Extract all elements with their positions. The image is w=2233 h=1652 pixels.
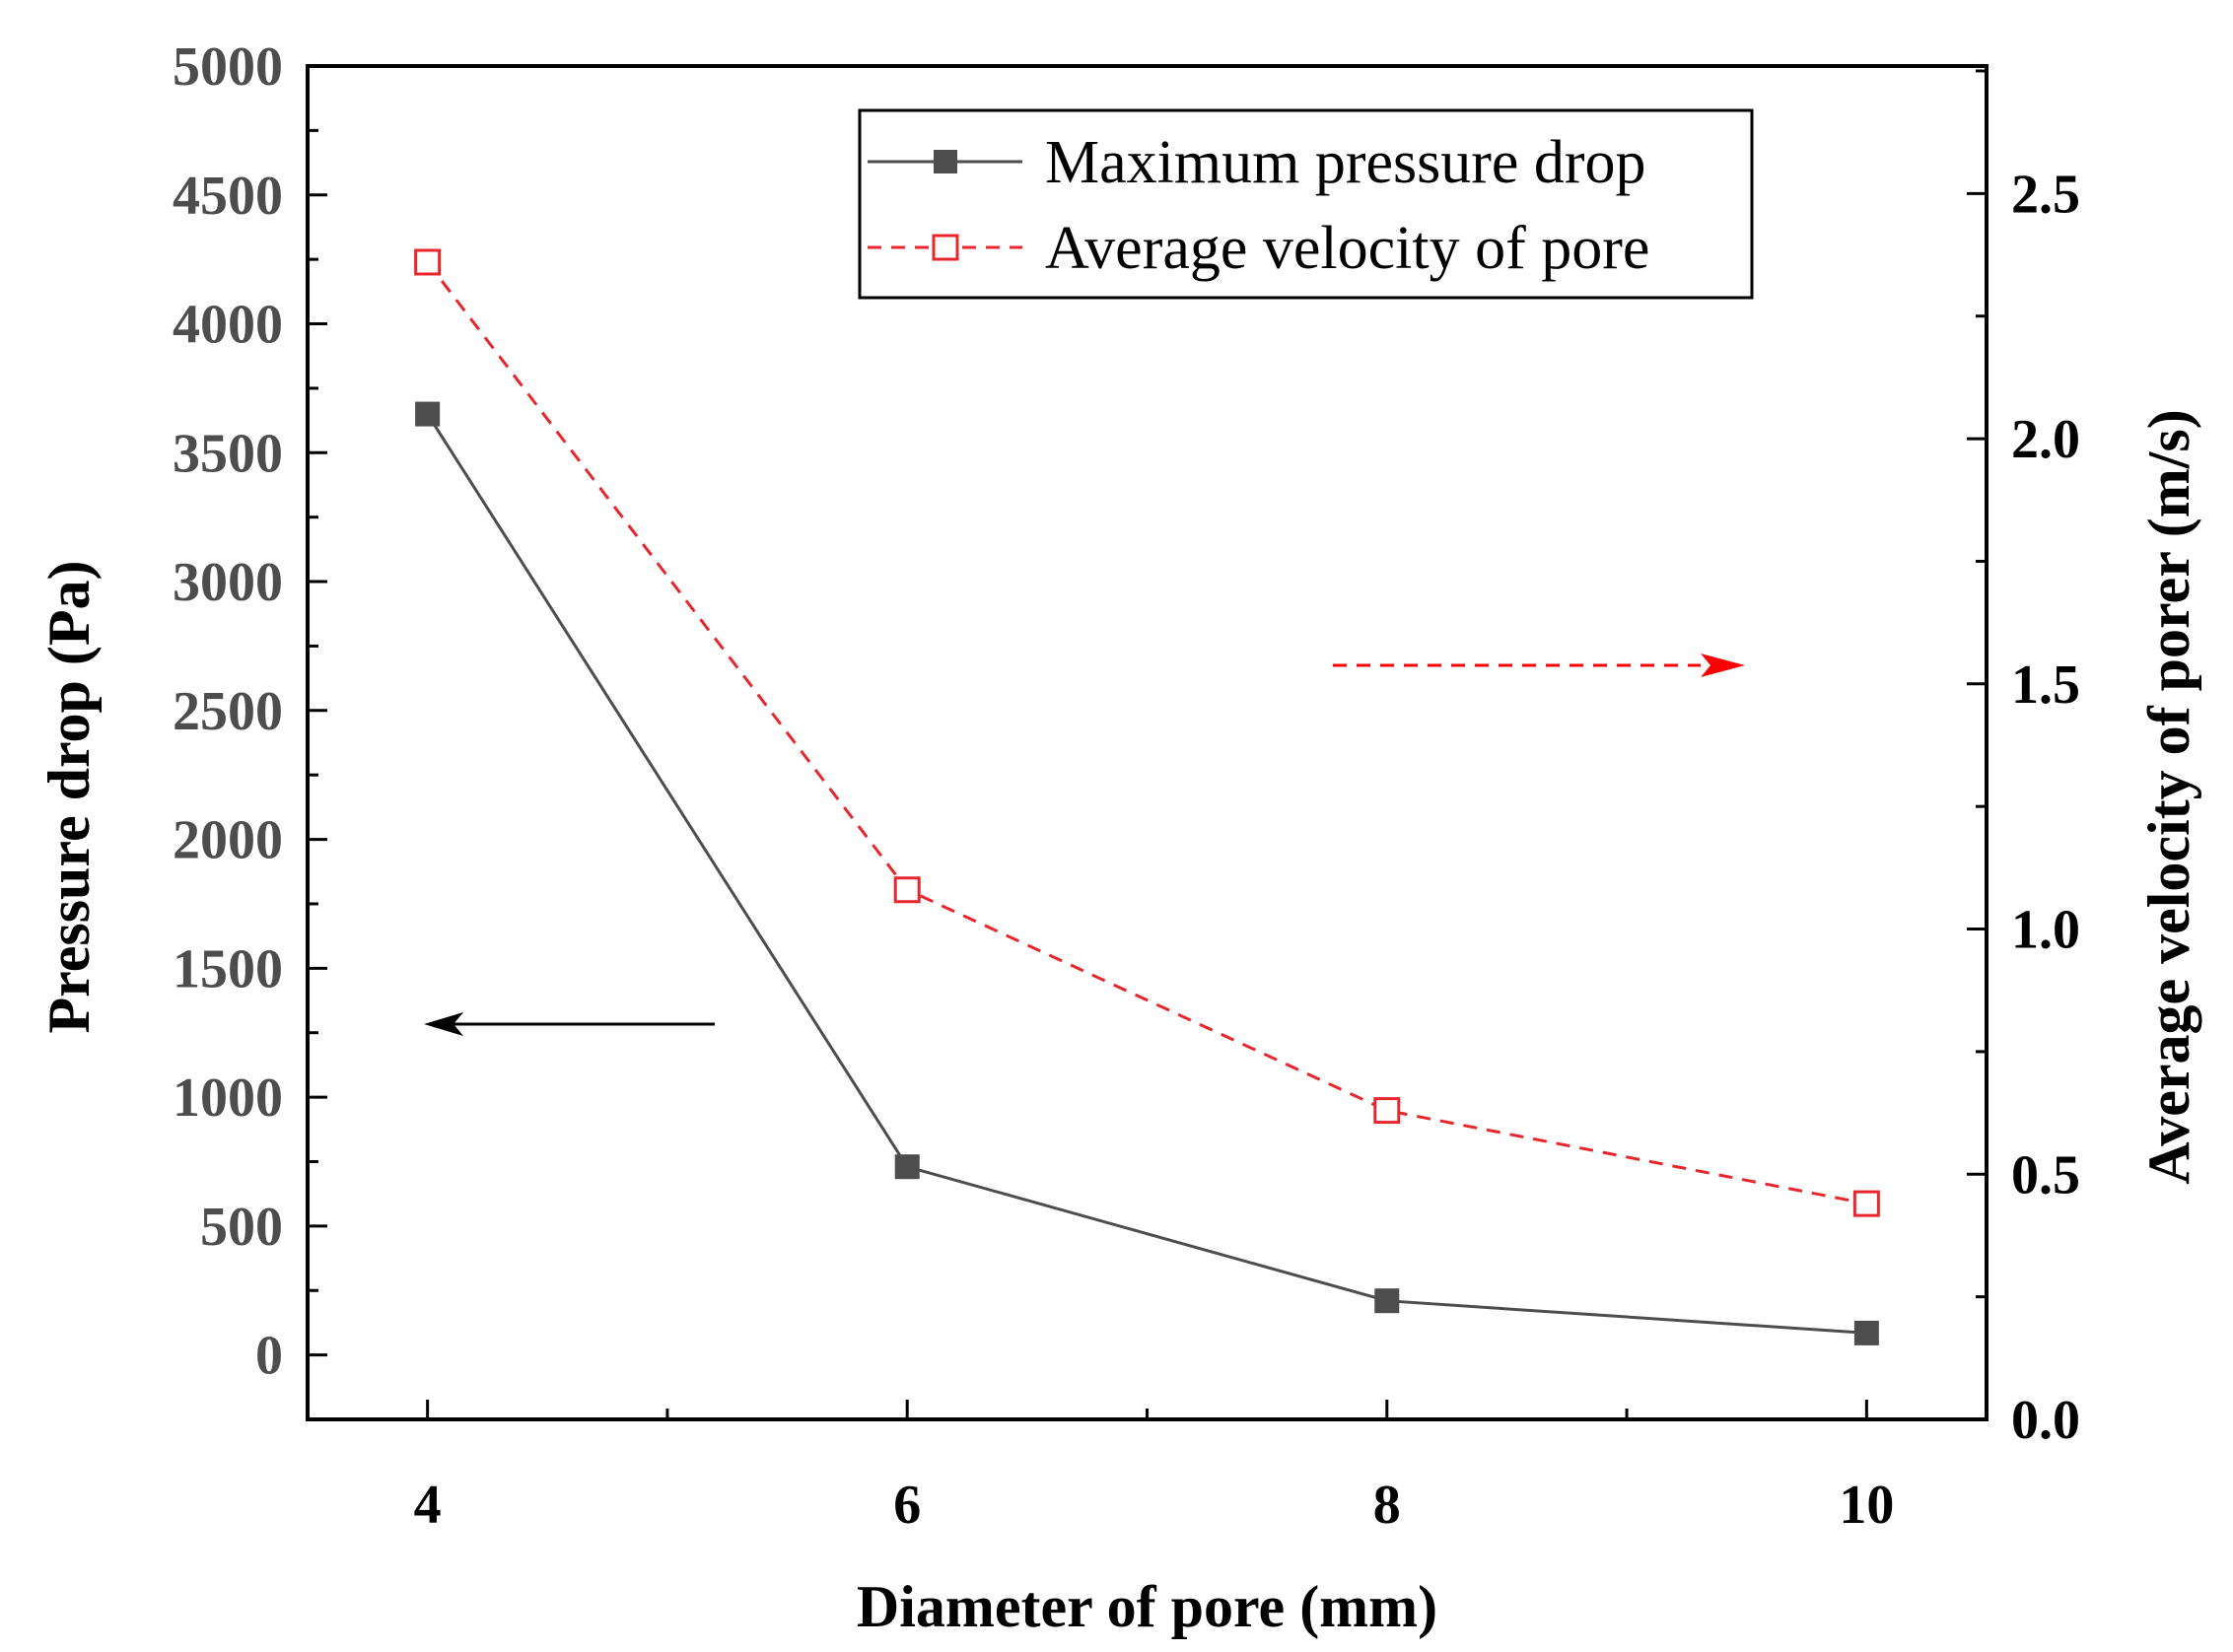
annotations [424, 654, 1745, 1036]
series-line-0 [426, 413, 1867, 1335]
y-left-tick-label: 500 [200, 1197, 283, 1258]
y-left-tick-label: 0 [255, 1326, 283, 1387]
data-point [1374, 1288, 1400, 1314]
axes: 4 6 8 10 0 500 1000 1500 2000 2500 3000 3500 4000 450… [173, 36, 2080, 1536]
legend-label: Average velocity of pore [1045, 215, 1649, 282]
legend-marker [932, 234, 959, 261]
y-left-tick-label: 2500 [173, 681, 283, 742]
data-point [414, 248, 442, 276]
y-axis-left-title: Pressure drop (Pa) [36, 561, 102, 1034]
series-line-1 [426, 261, 1867, 1205]
x-tick-label: 4 [414, 1475, 442, 1536]
y-left-tick-label: 4000 [173, 295, 283, 356]
x-tick-label: 10 [1839, 1475, 1894, 1536]
y-right-tick-label: 2.5 [2011, 164, 2080, 225]
x-tick-label: 8 [1373, 1475, 1401, 1536]
data-point [1852, 1190, 1880, 1217]
legend: Maximum pressure drop Average velocity of… [858, 108, 1754, 300]
legend-box [858, 108, 1754, 300]
data-point [415, 401, 441, 427]
data-point [1853, 1320, 1879, 1345]
y-left-tick-label: 4500 [173, 166, 283, 227]
y-right-tick-label: 0.0 [2011, 1390, 2080, 1451]
data-point [893, 876, 921, 904]
right-axis-arrow-head [1701, 654, 1745, 677]
y-right-tick-label: 1.0 [2011, 900, 2080, 961]
y-left-tick-label: 1000 [173, 1067, 283, 1129]
x-axis-title: Diameter of pore (mm) [857, 1574, 1437, 1639]
data-point [894, 1154, 920, 1180]
y-left-tick-label: 5000 [173, 36, 283, 98]
data-point [1373, 1097, 1401, 1125]
y-right-tick-label: 0.5 [2011, 1144, 2080, 1205]
x-tick-label: 6 [893, 1475, 921, 1536]
y-left-tick-label: 2000 [173, 810, 283, 871]
y-left-tick-label: 3000 [173, 552, 283, 613]
left-axis-arrow-head [424, 1012, 463, 1036]
marks [414, 248, 1880, 1345]
y-left-tick-label: 3500 [173, 423, 283, 484]
y-left-tick-label: 1500 [173, 938, 283, 999]
y-right-tick-label: 2.0 [2011, 409, 2080, 470]
y-right-tick-label: 1.5 [2011, 654, 2080, 716]
legend-label: Maximum pressure drop [1045, 129, 1646, 196]
legend-marker [934, 150, 957, 173]
y-axis-right-title: Average velocity of porer (m/s) [2136, 409, 2201, 1184]
